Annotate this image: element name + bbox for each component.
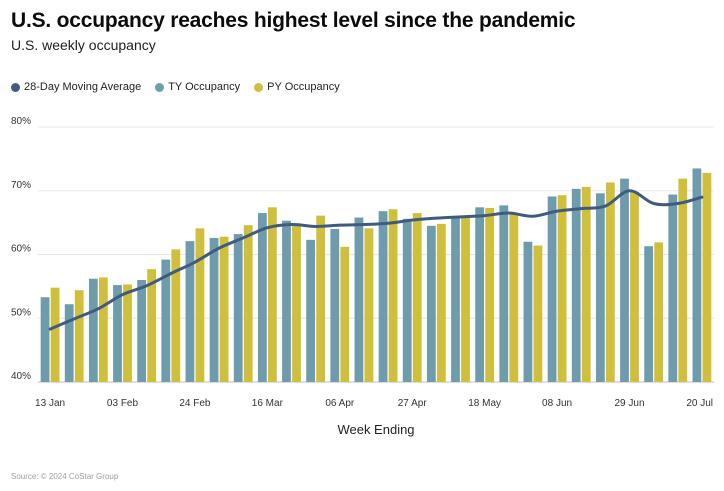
bar-ty-6[interactable] (185, 241, 195, 382)
y-tick-label: 80% (11, 116, 31, 127)
chart-subtitle: U.S. weekly occupancy (11, 37, 156, 53)
bar-py-6[interactable] (195, 228, 205, 382)
bar-ty-18[interactable] (475, 207, 485, 382)
bar-ty-0[interactable] (40, 297, 50, 382)
bar-layer (40, 168, 712, 382)
bar-ty-13[interactable] (354, 217, 364, 382)
bar-ty-19[interactable] (499, 205, 509, 382)
bar-py-20[interactable] (533, 245, 543, 382)
bar-py-0[interactable] (50, 287, 60, 382)
x-tick-label: 06 Apr (325, 398, 355, 409)
bar-py-5[interactable] (171, 249, 181, 382)
bar-ty-23[interactable] (595, 193, 605, 382)
bar-py-15[interactable] (412, 213, 422, 382)
bar-py-2[interactable] (98, 277, 108, 382)
legend-swatch-py-occupancy (254, 82, 264, 92)
bar-py-4[interactable] (147, 269, 157, 382)
bar-py-10[interactable] (292, 223, 301, 382)
bar-ty-11[interactable] (306, 239, 316, 382)
bar-py-19[interactable] (509, 213, 519, 382)
bar-ty-24[interactable] (620, 178, 629, 382)
bar-py-16[interactable] (436, 223, 446, 382)
bar-ty-22[interactable] (571, 188, 581, 382)
bar-py-17[interactable] (461, 216, 470, 382)
bar-ty-26[interactable] (668, 194, 678, 382)
x-tick-label: 18 May (468, 398, 501, 409)
bar-ty-12[interactable] (330, 229, 340, 382)
bar-ty-27[interactable] (692, 168, 702, 382)
moving-average-line[interactable] (48, 189, 704, 331)
bar-py-23[interactable] (605, 182, 615, 382)
legend-label-moving-average: 28-Day Moving Average (24, 81, 142, 93)
bar-py-22[interactable] (581, 186, 591, 382)
bar-py-14[interactable] (388, 209, 398, 382)
y-tick-label: 50% (11, 307, 31, 318)
bar-ty-5[interactable] (161, 259, 171, 382)
bar-ty-10[interactable] (282, 220, 291, 382)
bar-ty-17[interactable] (451, 216, 460, 382)
y-tick-label: 40% (11, 371, 31, 382)
bar-py-25[interactable] (654, 242, 664, 382)
bar-ty-7[interactable] (209, 237, 219, 382)
bar-ty-2[interactable] (88, 278, 98, 382)
legend-swatch-moving-average (11, 82, 20, 92)
bar-ty-16[interactable] (426, 225, 436, 382)
x-tick-label: 16 Mar (252, 398, 284, 409)
bar-ty-25[interactable] (644, 246, 654, 382)
bar-py-8[interactable] (243, 225, 253, 382)
chart-legend: 28-Day Moving Average TY Occupancy PY Oc… (11, 81, 354, 93)
legend-item-py-occupancy[interactable]: PY Occupancy (254, 81, 340, 93)
bar-py-13[interactable] (364, 228, 374, 382)
bar-ty-9[interactable] (257, 213, 267, 382)
x-tick-label: 29 Jun (614, 398, 644, 409)
bar-ty-3[interactable] (113, 285, 122, 382)
bar-ty-1[interactable] (64, 304, 74, 382)
y-tick-label: 60% (11, 244, 31, 255)
bar-ty-21[interactable] (547, 196, 557, 382)
x-tick-label: 03 Feb (107, 398, 139, 409)
bar-ty-14[interactable] (378, 211, 388, 382)
y-tick-label: 70% (11, 180, 31, 191)
legend-swatch-ty-occupancy (155, 82, 165, 92)
chart-title: U.S. occupancy reaches highest level sin… (11, 9, 576, 32)
bar-ty-4[interactable] (137, 280, 147, 382)
x-tick-labels: 13 Jan 03 Feb 24 Feb 16 Mar 06 Apr 27 Apr 18 M… (35, 398, 713, 409)
y-tick-labels: 40% 50% 60% 70% 80% (11, 116, 31, 382)
line-layer (48, 189, 704, 331)
bar-py-26[interactable] (678, 178, 688, 382)
bar-py-18[interactable] (485, 207, 495, 382)
legend-label-ty-occupancy: TY Occupancy (168, 81, 241, 93)
bar-py-1[interactable] (74, 290, 84, 382)
legend-label-py-occupancy: PY Occupancy (267, 81, 340, 93)
bar-py-11[interactable] (316, 215, 326, 382)
x-tick-label: 24 Feb (179, 398, 211, 409)
bar-py-27[interactable] (702, 172, 712, 382)
bar-ty-20[interactable] (523, 241, 533, 382)
bar-py-24[interactable] (630, 192, 639, 382)
bar-py-9[interactable] (267, 207, 277, 382)
bar-py-21[interactable] (557, 195, 567, 382)
x-tick-label: 13 Jan (35, 398, 65, 409)
bar-py-12[interactable] (340, 246, 350, 382)
x-axis-title: Week Ending (337, 422, 414, 437)
bar-py-3[interactable] (123, 284, 132, 382)
x-tick-label: 08 Jun (542, 398, 572, 409)
bar-ty-8[interactable] (233, 234, 243, 382)
x-tick-label: 20 Jul (686, 398, 713, 409)
legend-item-ty-occupancy[interactable]: TY Occupancy (155, 81, 240, 93)
bar-py-7[interactable] (219, 236, 229, 382)
bar-ty-15[interactable] (402, 218, 412, 382)
legend-item-moving-average[interactable]: 28-Day Moving Average (11, 81, 141, 93)
source-note: Source: © 2024 CoStar Group (11, 472, 119, 481)
x-tick-label: 27 Apr (398, 398, 428, 409)
